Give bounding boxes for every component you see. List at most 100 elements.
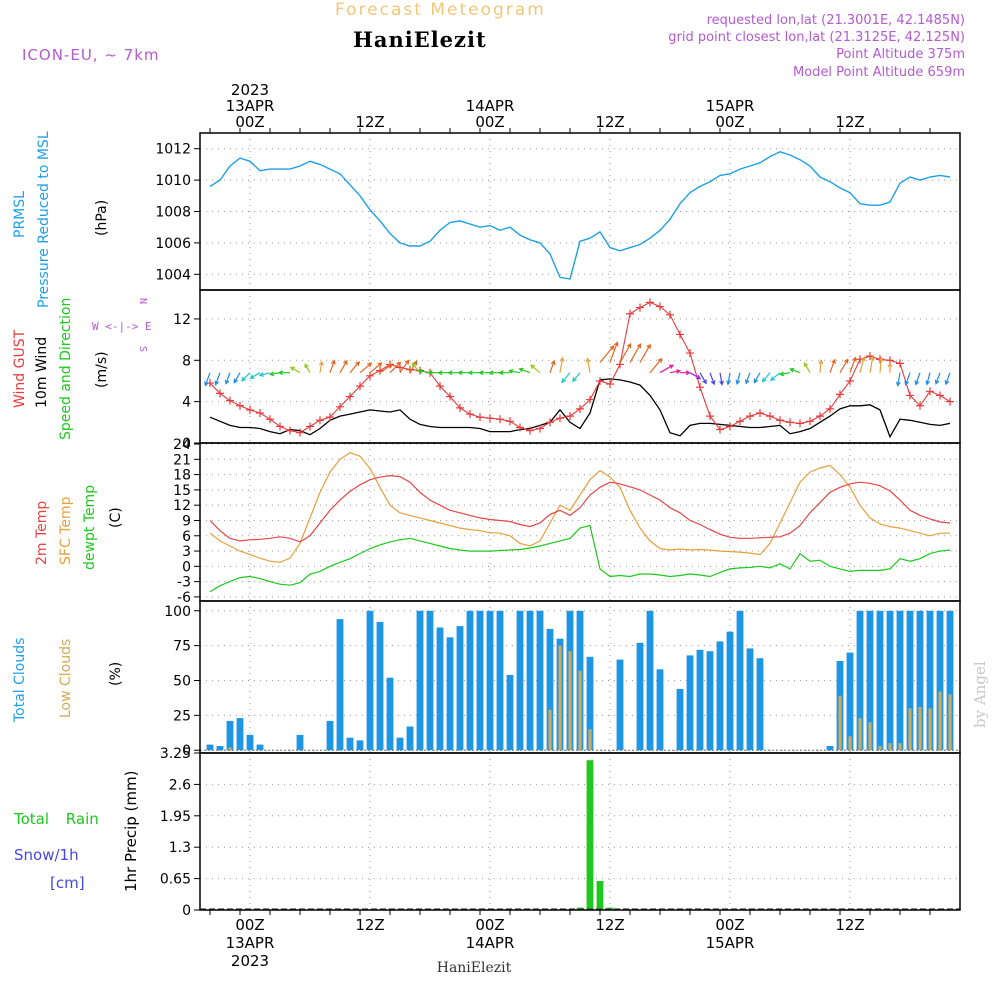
wind-direction-arrow bbox=[214, 372, 221, 386]
precip-tick-label: 3.25 bbox=[160, 746, 191, 762]
pressure-tick-label: 1010 bbox=[155, 173, 191, 189]
wind-gust-marker bbox=[486, 414, 494, 423]
temp-tick-label: 18 bbox=[173, 468, 191, 484]
temp-tick-label: 15 bbox=[173, 483, 191, 499]
low-cloud-bar bbox=[568, 651, 572, 751]
cloud-panel-labels: Total Clouds Low Clouds (%) bbox=[12, 638, 124, 723]
total-cloud-bar bbox=[476, 610, 484, 751]
total-cloud-bar bbox=[826, 746, 834, 751]
temp-dew-label: dewpt Temp bbox=[82, 485, 98, 570]
low-cloud-bar bbox=[948, 694, 952, 751]
wind-direction-arrow bbox=[561, 372, 571, 384]
wind-gust-marker bbox=[536, 424, 544, 433]
compass-n: N bbox=[137, 298, 148, 304]
clouds-tick-label: 25 bbox=[173, 708, 191, 724]
wind-direction-arrow bbox=[818, 359, 824, 373]
bottom-time-label: 15APR bbox=[706, 934, 755, 952]
wind-direction-arrow bbox=[904, 372, 911, 386]
info-line-2: grid point closest lon,lat (21.3125E, 42… bbox=[668, 30, 965, 45]
low-cloud-bar bbox=[558, 645, 562, 751]
total-cloud-bar bbox=[336, 619, 344, 751]
wind-gust-marker bbox=[316, 416, 324, 425]
wind-gust-marker bbox=[516, 423, 524, 432]
wind-gust-marker bbox=[226, 396, 234, 405]
wind-direction-arrow bbox=[599, 345, 615, 363]
top-time-label: 15APR bbox=[706, 97, 755, 115]
sfc-temp-line bbox=[209, 452, 950, 563]
bottom-time-label: 2023 bbox=[231, 952, 269, 970]
low-clouds-label: Low Clouds bbox=[58, 639, 74, 718]
model-label: ICON-EU, ~ 7km bbox=[22, 46, 160, 64]
total-cloud-bar bbox=[466, 610, 474, 751]
total-cloud-bar bbox=[756, 658, 764, 751]
wind-gust-marker bbox=[366, 371, 374, 380]
wind-gust-marker bbox=[916, 401, 924, 410]
total-cloud-bar bbox=[696, 649, 704, 751]
total-cloud-bar bbox=[486, 610, 494, 751]
total-cloud-bar bbox=[406, 726, 414, 751]
rain-bar bbox=[596, 881, 604, 910]
wind-gust-marker bbox=[266, 415, 274, 424]
total-cloud-bar bbox=[516, 610, 524, 751]
wind-direction-arrow bbox=[241, 372, 251, 382]
total-cloud-bar bbox=[346, 737, 354, 751]
pressure-tick-label: 1012 bbox=[155, 142, 191, 158]
wind-gust-marker bbox=[346, 392, 354, 401]
wind-10m-label: 10m Wind bbox=[34, 337, 50, 408]
wind-gust-marker bbox=[716, 425, 724, 434]
total-cloud-bar bbox=[536, 610, 544, 751]
total-cloud-bar bbox=[326, 720, 334, 751]
total-cloud-bar bbox=[396, 737, 404, 751]
dewpoint-line bbox=[209, 524, 951, 593]
wind-direction-arrow bbox=[304, 363, 311, 374]
total-cloud-bar bbox=[736, 610, 744, 751]
low-cloud-bar bbox=[908, 708, 912, 751]
low-cloud-bar bbox=[938, 691, 942, 751]
top-time-label: 12Z bbox=[355, 113, 384, 131]
total-cloud-bar bbox=[646, 610, 654, 751]
wind-direction-arrow bbox=[753, 372, 761, 384]
wind-direction-arrow bbox=[277, 370, 290, 376]
low-cloud-bar bbox=[858, 718, 862, 751]
rain-bar bbox=[586, 760, 594, 910]
total-cloud-bar bbox=[206, 744, 214, 751]
wind-gust-marker bbox=[506, 417, 514, 426]
total-cloud-bar bbox=[656, 669, 664, 751]
clouds-tick-label: 0 bbox=[182, 743, 191, 759]
wind-gust-marker bbox=[926, 387, 934, 396]
wind-frame bbox=[199, 289, 961, 444]
temp-tick-label: -3 bbox=[177, 575, 191, 591]
total-cloud-bar bbox=[946, 610, 954, 751]
total-cloud-bar bbox=[446, 637, 454, 751]
precip-tick-label: 2.6 bbox=[169, 777, 191, 793]
wind-gust-marker bbox=[676, 330, 684, 339]
wind-gust-marker bbox=[946, 397, 954, 406]
wind-gust-marker bbox=[756, 409, 764, 418]
wind-panel-labels: Wind GUST 10m Wind Speed and Direction (… bbox=[12, 298, 152, 440]
total-cloud-bar bbox=[416, 610, 424, 751]
total-cloud-bar bbox=[866, 610, 874, 751]
wind-direction-arrow bbox=[669, 369, 682, 374]
compass-s: S bbox=[137, 346, 148, 352]
wind-gust-marker bbox=[306, 422, 314, 431]
watermark: by Angel bbox=[971, 661, 989, 728]
pressure-line bbox=[209, 151, 951, 280]
wind-direction-arrow bbox=[934, 372, 941, 385]
wind-gust-marker bbox=[446, 392, 454, 401]
total-cloud-bar bbox=[526, 610, 534, 751]
wind-direction-arrow bbox=[680, 370, 691, 376]
wind-direction-arrow bbox=[559, 356, 565, 373]
clouds-tick-label: 50 bbox=[173, 673, 191, 689]
low-cloud-bar bbox=[888, 743, 892, 751]
wind-direction-arrow bbox=[619, 342, 632, 363]
compass-we-h: W <-|-> E bbox=[92, 320, 152, 333]
wind-direction-arrow bbox=[699, 372, 707, 385]
wind-gust-marker bbox=[496, 415, 504, 424]
wind-gust-marker bbox=[766, 412, 774, 421]
wind-direction-arrow bbox=[329, 359, 336, 373]
wind-direction-arrow bbox=[778, 371, 791, 377]
low-cloud-bar bbox=[548, 709, 552, 751]
wind-gust-marker bbox=[256, 409, 264, 418]
wind-gust-marker bbox=[726, 422, 734, 431]
total-cloud-bar bbox=[616, 659, 624, 751]
